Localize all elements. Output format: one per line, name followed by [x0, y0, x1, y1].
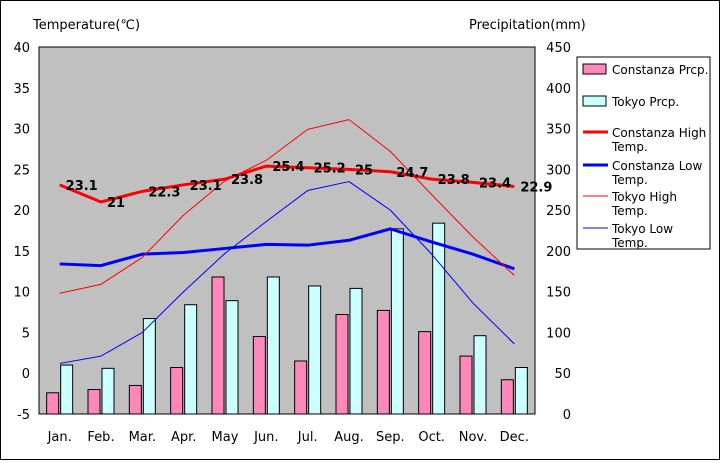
data-label-constanza-high-temp-feb: 21 [107, 196, 125, 211]
x-tick-label-feb: Feb. [87, 430, 114, 445]
bar-constanza-prcp-dec [500, 379, 514, 415]
y-right-tick-label: 50 [554, 367, 571, 382]
bar-tokyo-prcp-feb [101, 367, 115, 415]
line-tokyo-low-temp [59, 181, 515, 364]
data-labels-group: 23.1 21 22.3 23.1 23.8 25.4 25.2 25 24.7 23.8 23.4… [66, 160, 553, 211]
bar-tokyo-prcp-apr [184, 304, 198, 415]
legend: Constanza Prcp. Tokyo Prcp. Constanza High… [576, 56, 711, 250]
bars-group [46, 222, 528, 415]
data-label-constanza-high-temp-dec: 22.9 [520, 180, 552, 195]
bar-constanza-prcp-apr [170, 367, 184, 415]
legend-label-tokyo-high-temp: Tokyo High Temp. [611, 190, 677, 218]
bar-constanza-prcp-aug [335, 314, 349, 415]
y-axis-left-label: Temperature(℃) [32, 18, 140, 33]
x-tick-label-dec: Dec. [500, 430, 529, 445]
y-left-tick-label: 15 [13, 245, 30, 260]
x-tick-label-apr: Apr. [171, 430, 196, 445]
x-tick-label-aug: Aug. [334, 430, 364, 445]
x-tick-label-oct: Oct. [418, 430, 445, 445]
bar-constanza-prcp-sep [376, 309, 390, 415]
data-label-constanza-high-temp-jul: 25.2 [314, 162, 346, 177]
bar-tokyo-prcp-jul [308, 285, 322, 415]
x-tick-label-may: May [212, 430, 239, 445]
y-left-tick-label: -5 [17, 408, 30, 423]
x-tick-label-jan: Jan. [47, 430, 72, 445]
y-right-tick-label: 350 [546, 123, 571, 138]
bar-constanza-prcp-mar [128, 384, 142, 415]
y-axis-left-ticks: -5 0 5 10 15 20 25 30 35 40 [13, 41, 30, 423]
legend-box [576, 56, 711, 250]
lines-group [59, 119, 515, 364]
bar-tokyo-prcp-dec [514, 367, 528, 415]
bar-constanza-prcp-oct [418, 331, 432, 415]
bar-constanza-prcp-feb [87, 389, 101, 415]
x-tick-label-jul: Jul. [297, 430, 318, 445]
line-tokyo-high-temp [59, 119, 515, 294]
x-tick-label-mar: Mar. [129, 430, 156, 445]
data-label-constanza-high-temp-may: 23.8 [231, 173, 263, 188]
y-left-tick-label: 20 [13, 204, 30, 219]
legend-label-tokyo-prcp: Tokyo Prcp. [611, 95, 679, 109]
x-tick-label-sep: Sep. [376, 430, 405, 445]
y-right-tick-label: 250 [546, 204, 571, 219]
bar-constanza-prcp-jul [294, 360, 308, 415]
x-tick-label-nov: Nov. [459, 430, 488, 445]
y-axis-right-label: Precipitation(mm) [469, 18, 586, 33]
y-left-tick-label: 25 [13, 163, 30, 178]
legend-swatch-constanza-prcp [582, 63, 607, 75]
y-left-tick-label: 30 [13, 123, 30, 138]
bar-constanza-prcp-may [211, 276, 225, 415]
data-label-constanza-high-temp-apr: 23.1 [190, 179, 222, 194]
data-label-constanza-high-temp-jun: 25.4 [272, 160, 304, 175]
bar-constanza-prcp-jun [252, 336, 266, 415]
data-label-constanza-high-temp-jan: 23.1 [66, 179, 98, 194]
y-axis-right-ticks: 0 50 100 150 200 250 300 350 400 450 [546, 41, 571, 423]
data-label-constanza-high-temp-mar: 22.3 [148, 185, 180, 200]
bar-tokyo-prcp-mar [142, 318, 156, 415]
x-axis-ticks: Jan. Feb. Mar. Apr. May Jun. Jul. Aug. Sep. Oct. N… [47, 430, 529, 445]
y-left-tick-label: 35 [13, 82, 30, 97]
y-left-tick-label: 5 [22, 326, 30, 341]
bar-constanza-prcp-nov [459, 355, 473, 415]
y-left-tick-label: 0 [22, 367, 30, 382]
y-right-tick-label: 150 [546, 286, 571, 301]
legend-swatch-tokyo-prcp [582, 95, 607, 107]
bar-tokyo-prcp-sep [390, 228, 404, 415]
bar-tokyo-prcp-jun [266, 276, 280, 415]
bar-constanza-prcp-jan [46, 392, 60, 415]
legend-label-constanza-high-temp: Constanza High Temp. [611, 126, 706, 154]
data-label-constanza-high-temp-sep: 24.7 [396, 166, 428, 181]
y-right-tick-label: 0 [563, 408, 571, 423]
data-label-constanza-high-temp-nov: 23.4 [479, 176, 511, 191]
legend-label-constanza-prcp: Constanza Prcp. [612, 63, 708, 77]
bar-tokyo-prcp-jan [60, 364, 74, 415]
y-right-tick-label: 300 [546, 163, 571, 178]
data-label-constanza-high-temp-aug: 25 [355, 163, 373, 178]
x-tick-label-jun: Jun. [253, 430, 278, 445]
y-left-tick-label: 10 [13, 286, 30, 301]
bar-tokyo-prcp-oct [432, 222, 446, 415]
plot-area [38, 46, 536, 415]
bar-tokyo-prcp-may [225, 300, 239, 415]
y-right-tick-label: 450 [546, 41, 571, 56]
data-label-constanza-high-temp-oct: 23.8 [438, 173, 470, 188]
bar-tokyo-prcp-aug [349, 287, 363, 415]
y-right-tick-label: 100 [546, 326, 571, 341]
legend-label-tokyo-low-temp: Tokyo Low Temp. [611, 222, 673, 250]
y-right-tick-label: 400 [546, 82, 571, 97]
legend-label-constanza-low-temp: Constanza Low Temp. [611, 159, 703, 187]
y-right-tick-label: 200 [546, 245, 571, 260]
line-constanza-low-temp [59, 227, 515, 271]
y-left-tick-label: 40 [13, 41, 30, 56]
bar-tokyo-prcp-nov [473, 335, 487, 415]
line-constanza-high-temp [59, 164, 515, 204]
